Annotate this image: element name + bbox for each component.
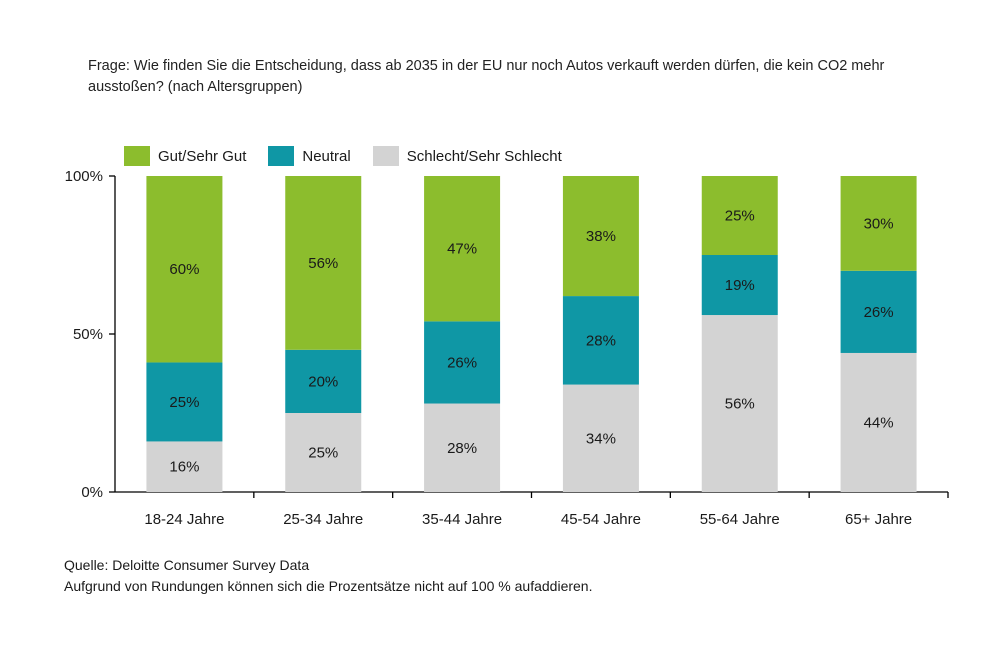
bar-segment xyxy=(562,384,639,492)
x-tick-label: 45-54 Jahre xyxy=(561,511,641,528)
x-tick-label: 25-34 Jahre xyxy=(283,511,363,528)
x-tick-label: 55-64 Jahre xyxy=(700,511,780,528)
bar-segment xyxy=(840,270,917,353)
bar-segment xyxy=(562,296,639,385)
bar-segment xyxy=(562,176,639,297)
data-label: 56% xyxy=(308,255,338,272)
bar-segment xyxy=(840,352,917,492)
data-label: 20% xyxy=(308,373,338,390)
bar-segment xyxy=(424,403,501,492)
legend-item-schlecht: Schlecht/Sehr Schlecht xyxy=(372,146,562,166)
data-label: 25% xyxy=(725,208,755,225)
chart-legend: Gut/Sehr Gut Neutral Schlecht/Sehr Schle… xyxy=(124,146,584,166)
bar-segment xyxy=(840,176,917,271)
x-tick-label: 18-24 Jahre xyxy=(144,511,224,528)
data-label: 34% xyxy=(586,430,616,447)
data-label: 16% xyxy=(169,459,199,476)
bar-segment xyxy=(146,176,223,363)
bar-segment xyxy=(701,255,778,316)
data-label: 60% xyxy=(169,261,199,278)
data-label: 47% xyxy=(447,241,477,258)
x-tick-label: 35-44 Jahre xyxy=(422,511,502,528)
y-tick-label: 100% xyxy=(65,168,103,185)
bar-segment xyxy=(424,321,501,404)
legend-label-neutral: Neutral xyxy=(302,147,351,165)
data-label: 26% xyxy=(864,304,894,321)
legend-swatch-schlecht xyxy=(372,146,399,166)
chart-footer: Quelle: Deloitte Consumer Survey Data Au… xyxy=(64,555,592,597)
data-label: 25% xyxy=(308,445,338,462)
data-label: 38% xyxy=(586,228,616,245)
data-label: 19% xyxy=(725,277,755,294)
bar-segment xyxy=(424,176,501,322)
x-tick-label: 65+ Jahre xyxy=(845,511,912,528)
bar-segment xyxy=(701,315,778,492)
rounding-note: Aufgrund von Rundungen können sich die P… xyxy=(64,578,593,594)
data-label: 56% xyxy=(725,396,755,413)
legend-label-gut: Gut/Sehr Gut xyxy=(158,147,247,165)
source-note: Quelle: Deloitte Consumer Survey Data xyxy=(64,557,310,573)
legend-item-neutral: Neutral xyxy=(268,146,351,166)
bar-segment xyxy=(285,176,362,350)
legend-item-gut: Gut/Sehr Gut xyxy=(124,146,246,166)
legend-swatch-gut xyxy=(124,146,150,166)
legend-swatch-neutral xyxy=(268,146,295,166)
bar-segment xyxy=(146,441,223,492)
bar-segment xyxy=(146,362,223,442)
legend-label-schlecht: Schlecht/Sehr Schlecht xyxy=(406,147,562,165)
bar-segment xyxy=(701,176,778,255)
data-label: 26% xyxy=(447,354,477,371)
y-tick-label: 0% xyxy=(81,484,103,501)
data-label: 28% xyxy=(447,440,477,457)
data-label: 44% xyxy=(864,414,894,431)
data-label: 30% xyxy=(864,215,894,232)
data-label: 25% xyxy=(169,394,199,411)
data-label: 28% xyxy=(586,332,616,349)
y-tick-label: 50% xyxy=(73,326,103,343)
chart-question: Frage: Wie finden Sie die Entscheidung, … xyxy=(88,58,885,95)
bar-segment xyxy=(285,413,362,492)
bar-segment xyxy=(285,349,362,413)
